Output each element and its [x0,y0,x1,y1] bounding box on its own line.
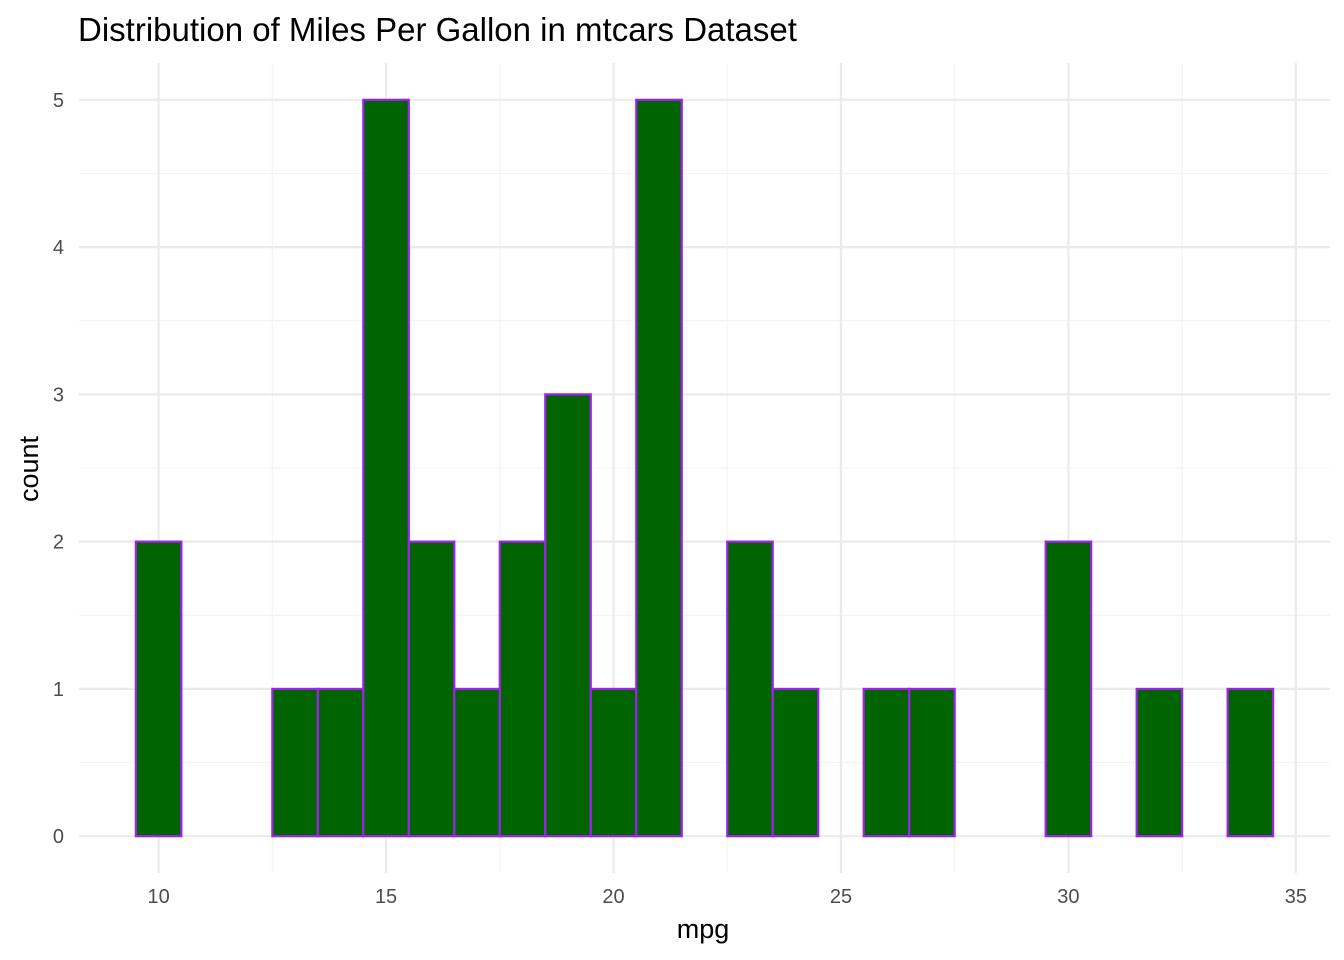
x-tick-label: 15 [375,886,397,908]
histogram-bar [635,98,683,838]
y-tick-label: 3 [53,384,64,406]
histogram-bar [316,687,365,838]
histogram-bar [407,540,456,838]
y-tick-label: 1 [53,679,64,701]
histogram-bar [1044,540,1093,838]
histogram-bar [1226,687,1275,838]
histogram-bar [498,540,547,838]
histogram-bar [271,687,319,838]
histogram-bar [908,687,956,838]
y-tick-label: 2 [53,532,64,554]
histogram-bar [1135,687,1184,838]
histogram-bar [453,687,501,838]
x-axis-title: mpg [677,914,730,944]
x-tick-label: 30 [1057,886,1079,908]
histogram-bar [726,540,774,838]
y-tick-label: 4 [53,237,64,259]
x-tick-label: 20 [602,886,624,908]
histogram-bar [771,687,820,838]
histogram-bar [544,393,592,838]
x-tick-label: 10 [147,886,169,908]
bars [134,98,1275,838]
chart-title: Distribution of Miles Per Gallon in mtca… [78,11,797,48]
y-tick-label: 5 [53,90,64,112]
y-axis-title: count [14,435,44,502]
y-axis-ticks: 0 1 2 3 4 5 [53,90,64,848]
y-tick-label: 0 [53,826,64,848]
histogram-bar [862,687,911,838]
x-axis-ticks: 10 15 20 25 30 35 [147,886,1307,908]
x-tick-label: 25 [830,886,852,908]
histogram-bar [589,687,638,838]
histogram-bar [362,98,410,838]
x-tick-label: 35 [1285,886,1307,908]
histogram-bar [134,540,183,838]
